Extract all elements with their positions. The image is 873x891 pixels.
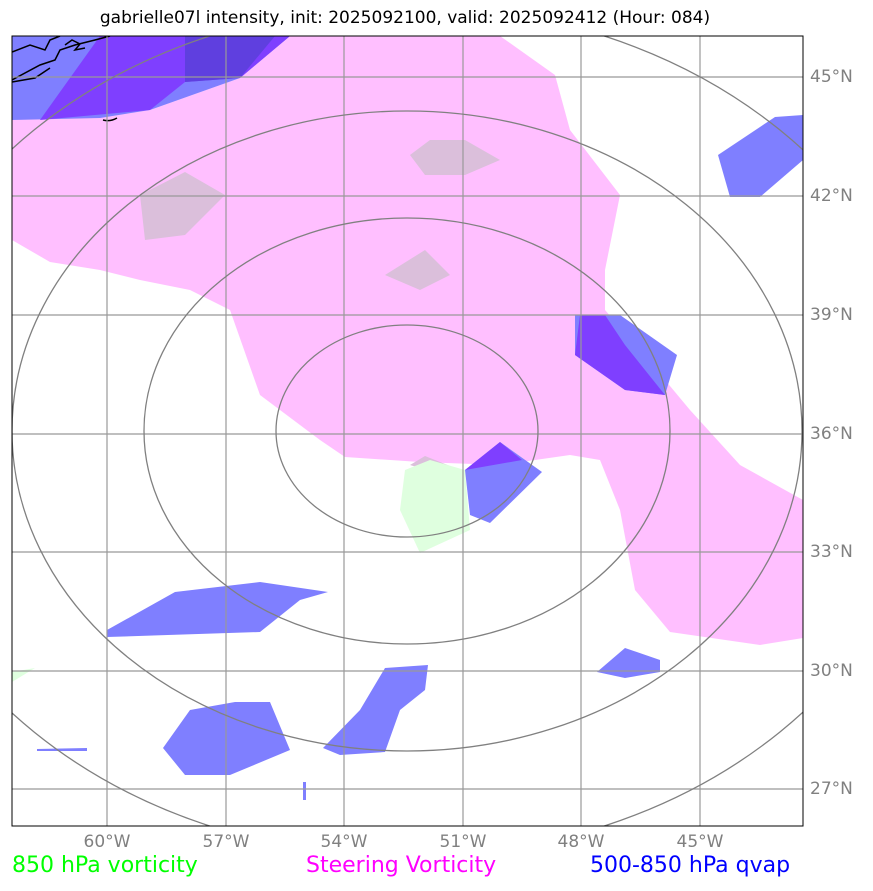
qvap-overlap-region bbox=[575, 315, 665, 395]
legend-qvap: 500-850 hPa qvap bbox=[590, 853, 791, 878]
qvap-overlap-region bbox=[465, 442, 522, 470]
qvap-region bbox=[37, 748, 87, 751]
steering-vorticity-region bbox=[12, 36, 803, 645]
lon-label: 51°W bbox=[439, 832, 487, 852]
qvap-region bbox=[597, 648, 660, 678]
qvap-region bbox=[718, 115, 803, 197]
map-frame bbox=[11, 35, 804, 827]
lon-label: 54°W bbox=[320, 832, 368, 852]
mixed-region bbox=[385, 250, 450, 290]
vort850-region bbox=[12, 668, 35, 682]
vort850-region bbox=[400, 460, 470, 553]
lat-label: 30°N bbox=[810, 661, 853, 681]
lat-label: 36°N bbox=[810, 424, 853, 444]
map-title: gabrielle07l intensity, init: 2025092100… bbox=[99, 8, 711, 28]
legend-850-vorticity: 850 hPa vorticity bbox=[12, 853, 198, 878]
qvap-region bbox=[323, 665, 428, 755]
lon-label: 60°W bbox=[83, 832, 131, 852]
qvap-region bbox=[303, 782, 306, 800]
lat-label: 45°N bbox=[810, 67, 853, 87]
legend-steering-vorticity: Steering Vorticity bbox=[306, 853, 497, 878]
lon-label: 48°W bbox=[557, 832, 605, 852]
mixed-region bbox=[410, 140, 500, 175]
mixed-region bbox=[140, 172, 225, 240]
qvap-overlap-region bbox=[185, 36, 275, 82]
qvap-region bbox=[107, 582, 328, 637]
lat-label: 33°N bbox=[810, 542, 853, 562]
coastline bbox=[12, 36, 118, 122]
lat-label: 39°N bbox=[810, 305, 853, 325]
lon-label: 57°W bbox=[202, 832, 250, 852]
lat-label: 42°N bbox=[810, 186, 853, 206]
range-rings bbox=[12, 36, 803, 826]
lon-label: 45°W bbox=[676, 832, 724, 852]
lat-label: 27°N bbox=[810, 779, 853, 799]
